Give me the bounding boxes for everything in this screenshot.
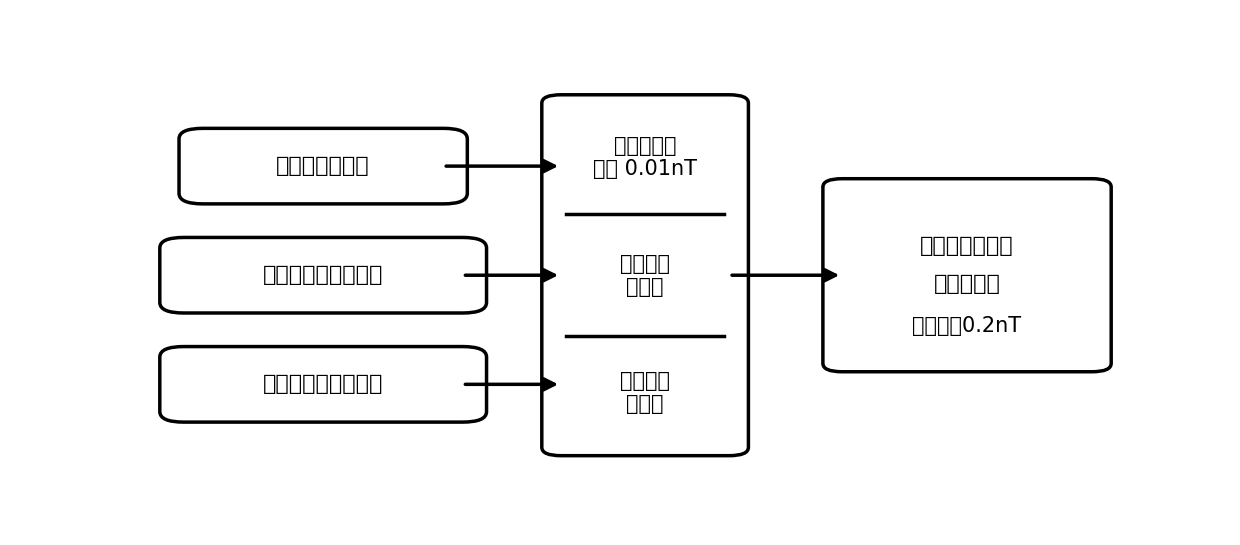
Text: 高速器件测周法: 高速器件测周法 [277, 156, 370, 176]
Text: 确保质子磁力仪: 确保质子磁力仪 [920, 236, 1014, 256]
Text: 提高电路
稳定性: 提高电路 稳定性 [620, 371, 670, 414]
Text: 提高测量分
辨率 0.01nT: 提高测量分 辨率 0.01nT [593, 136, 697, 179]
FancyBboxPatch shape [160, 238, 486, 313]
Text: 提高抗干
扰能力: 提高抗干 扰能力 [620, 253, 670, 297]
FancyBboxPatch shape [542, 95, 749, 456]
Text: 高精度测量: 高精度测量 [934, 274, 1001, 294]
Text: 精度优于0.2nT: 精度优于0.2nT [913, 316, 1022, 336]
FancyBboxPatch shape [179, 128, 467, 204]
Text: 温度系数自动校正法: 温度系数自动校正法 [263, 374, 383, 395]
FancyBboxPatch shape [823, 179, 1111, 372]
Text: 信号等级评估处理法: 信号等级评估处理法 [263, 265, 383, 285]
FancyBboxPatch shape [160, 347, 486, 422]
